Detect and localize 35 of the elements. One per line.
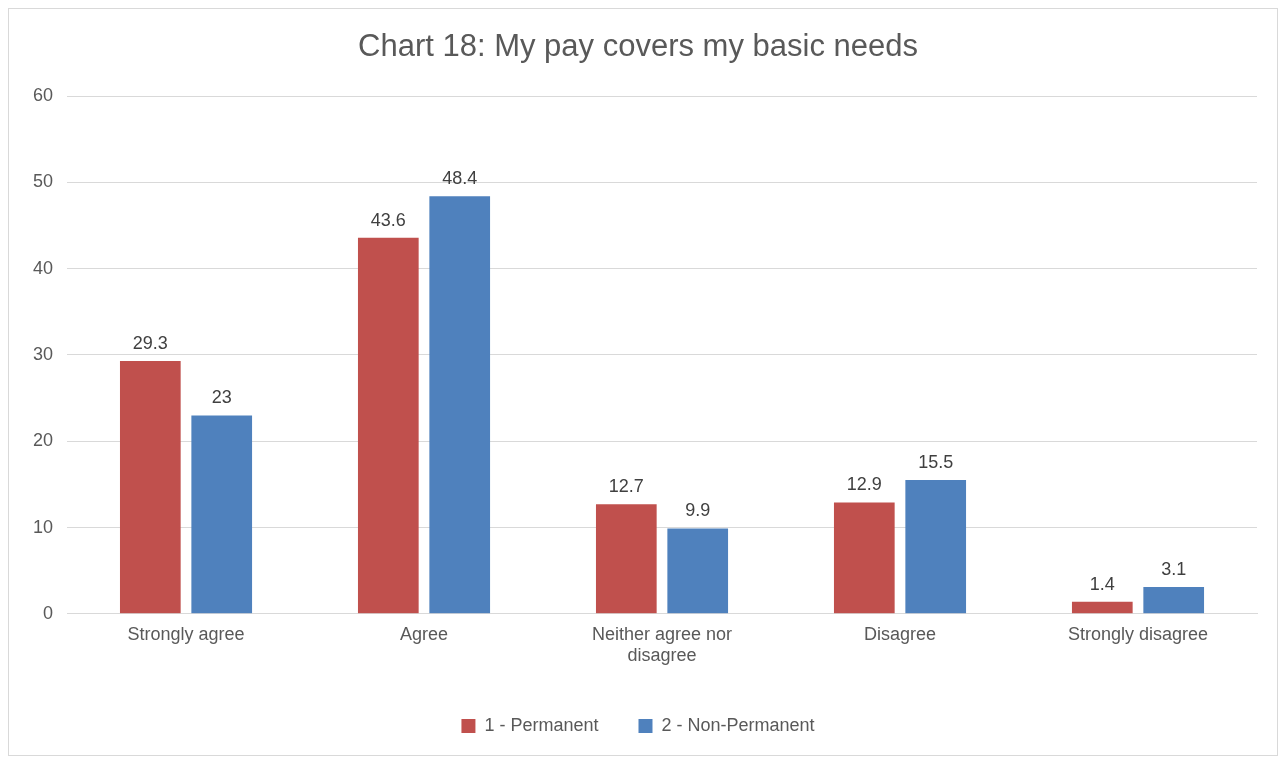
bar (429, 196, 491, 614)
data-label: 12.9 (846, 474, 882, 495)
bar (191, 415, 253, 614)
x-tick-label: Strongly disagree (1067, 623, 1209, 644)
y-tick-label: 0 (43, 602, 54, 623)
data-label: 23 (211, 387, 232, 408)
x-tick-label: Neither agree nor disagree (591, 623, 733, 666)
bar (1071, 601, 1133, 614)
data-label: 43.6 (370, 209, 406, 230)
bar (1143, 587, 1205, 614)
chart-title: Chart 18: My pay covers my basic needs (358, 28, 918, 64)
y-tick-label: 50 (32, 171, 54, 192)
bar (667, 528, 729, 614)
data-label: 12.7 (608, 476, 644, 497)
x-tick-label: Disagree (863, 623, 937, 644)
data-label: 1.4 (1089, 573, 1115, 594)
legend-label: 2 - Non-Permanent (661, 714, 815, 735)
y-tick-label: 10 (32, 516, 54, 537)
data-label: 29.3 (132, 333, 168, 354)
data-label: 48.4 (442, 168, 478, 189)
bar (595, 504, 657, 614)
y-tick-label: 30 (32, 343, 54, 364)
bar (833, 502, 895, 614)
data-label: 9.9 (685, 500, 711, 521)
x-tick-label: Agree (399, 623, 449, 644)
bar (119, 361, 181, 614)
y-tick-label: 40 (32, 257, 54, 278)
x-tick-label: Strongly agree (127, 623, 245, 644)
y-tick-label: 20 (32, 430, 54, 451)
bar (905, 480, 967, 614)
y-tick-label: 60 (32, 85, 54, 106)
legend-label: 1 - Permanent (484, 714, 599, 735)
data-label: 3.1 (1161, 559, 1187, 580)
data-label: 15.5 (918, 452, 954, 473)
bar (357, 237, 419, 614)
